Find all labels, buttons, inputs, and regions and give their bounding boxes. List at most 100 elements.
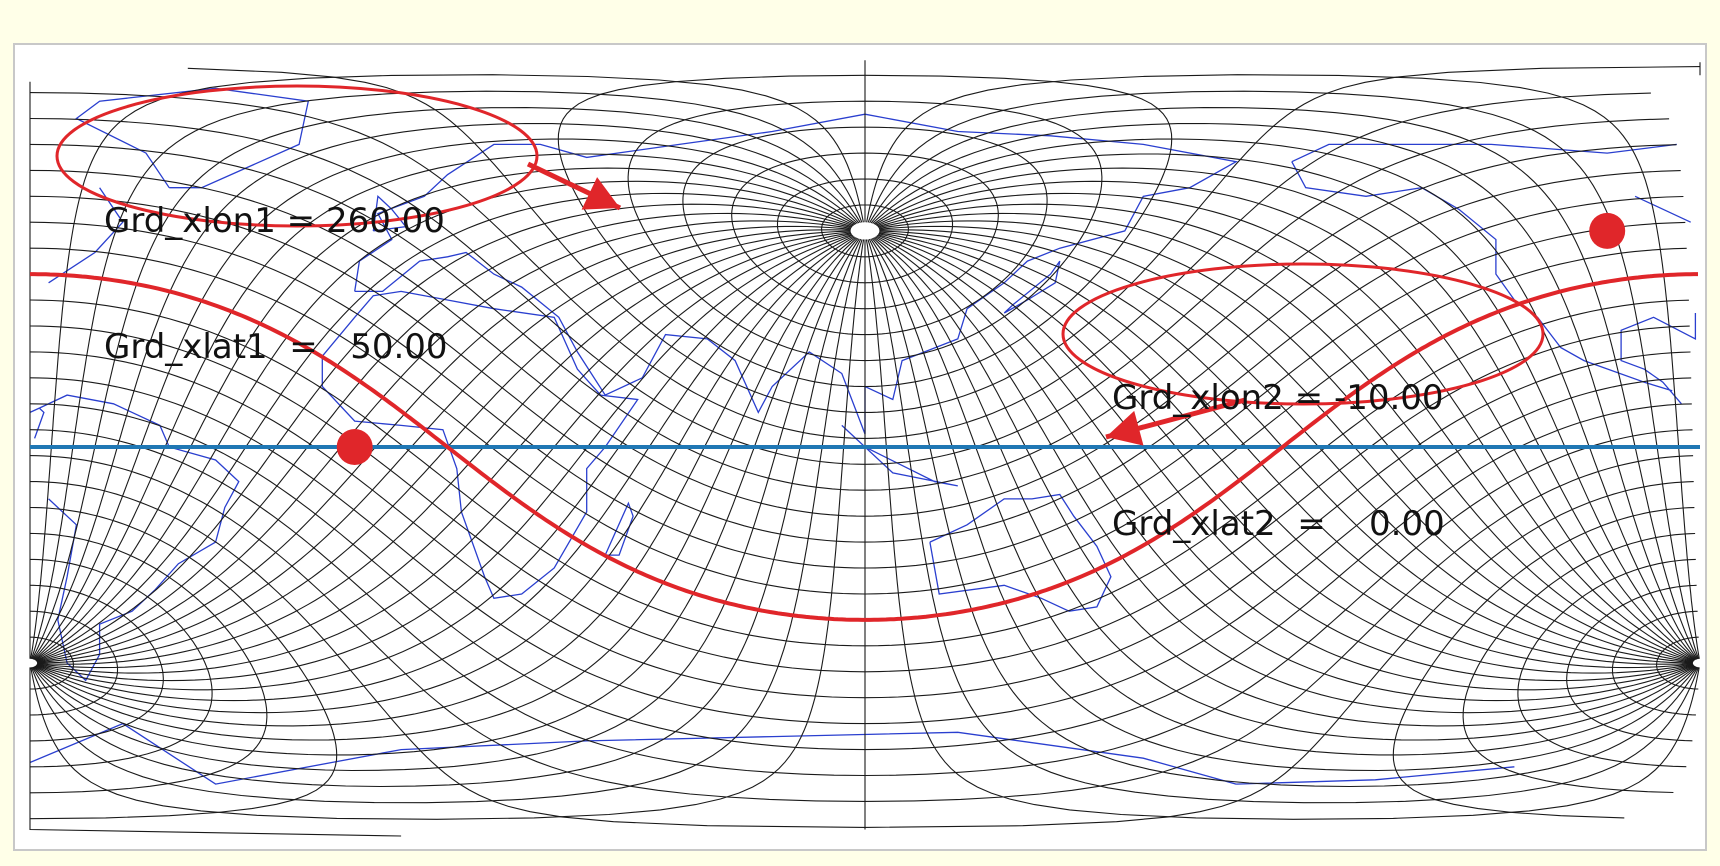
grid-parallel (29, 247, 1687, 595)
callout-2-ellipse (1061, 262, 1545, 406)
grid-meridian (877, 203, 1694, 662)
grid-meridian (867, 239, 1700, 804)
callout-point-1: Grd_xlon1 = 260.00 Grd_xlat1 = 50.00 (104, 116, 448, 452)
point-1-lon-label: Grd_xlon1 = 260.00 (104, 201, 445, 241)
grid-meridian (33, 153, 857, 661)
grid-parallel (776, 178, 954, 284)
grid-meridian (879, 231, 1693, 665)
grid-parallel (29, 169, 1681, 517)
coastline (321, 290, 639, 600)
grid-meridian (872, 237, 1697, 741)
grid-meridian (875, 180, 1695, 661)
coastline (929, 493, 1112, 612)
grid-parallel (29, 532, 1696, 794)
grid-meridian (871, 238, 1697, 756)
grid-meridian (33, 238, 859, 756)
grid-meridian (37, 232, 852, 669)
grid-meridian (36, 233, 852, 674)
grid-meridian (874, 167, 1696, 661)
coastline (75, 87, 310, 189)
grid-meridian (32, 122, 860, 660)
grid-meridian (866, 74, 1700, 659)
grid-meridian (879, 225, 1694, 663)
grid-meridian (30, 90, 863, 660)
callout-1-arrow-head (581, 177, 620, 210)
grid-meridian (879, 229, 1693, 664)
grid-meridian (34, 167, 856, 661)
grid-parallel (682, 126, 1048, 336)
grid-parallel (557, 74, 1173, 388)
grid-meridian (35, 236, 855, 714)
grid-meridian (878, 233, 1694, 674)
grid-meridian (33, 237, 858, 741)
grid-parallel (29, 351, 1691, 699)
grid-meridian (35, 180, 855, 661)
grid-meridian (868, 238, 1699, 788)
grid-meridian (31, 238, 862, 788)
grid-meridian (878, 220, 1694, 663)
great-circle-line (30, 272, 1698, 622)
grid-meridian (36, 225, 851, 663)
great-circle-layer (30, 272, 1698, 622)
grid-parallel (29, 584, 1697, 742)
grid-meridian (32, 238, 860, 772)
grid-parallel (627, 100, 1103, 362)
grid-parallel (29, 610, 1698, 716)
grid-meridian (36, 203, 853, 662)
callout-layer (55, 84, 1626, 465)
grid-parallel (29, 92, 1651, 439)
grid-parallel (731, 152, 999, 310)
grid-meridian (36, 220, 852, 663)
coastline (372, 194, 408, 232)
grid-parallel (29, 117, 1670, 465)
grid-parallel (30, 636, 1699, 690)
grid-meridian (875, 236, 1695, 714)
grid-parallel (29, 299, 1689, 647)
grid-meridian (877, 234, 1694, 682)
grid-meridian (876, 192, 1695, 661)
point-1-lat-label: Grd_xlat1 = 50.00 (104, 327, 448, 367)
callout-point-2: Grd_xlon2 = -10.00 Grd_xlat2 = 0.00 (1112, 293, 1445, 629)
callout-1-ellipse (55, 84, 539, 228)
grid-meridian (878, 212, 1694, 662)
grid-parallel (29, 455, 1694, 802)
point-2-marker (336, 429, 373, 465)
grid-parallel (187, 66, 1701, 413)
grid-meridian (30, 239, 863, 804)
coastline (604, 501, 634, 556)
grid-meridian (31, 107, 861, 660)
grid-meridian (869, 107, 1699, 660)
grid-parallel (821, 204, 909, 258)
grid-parallel (29, 429, 1693, 777)
point-1-marker (1589, 212, 1626, 249)
grid-meridian (876, 234, 1694, 691)
point-2-lon-label: Grd_xlon2 = -10.00 (1112, 378, 1444, 418)
grid-meridian (35, 192, 854, 661)
callout-2-arrow-head (1106, 410, 1144, 446)
coastline (841, 424, 958, 487)
grid-parallel (29, 506, 1695, 820)
grid-parallel (29, 558, 1696, 768)
grid-meridian (35, 235, 854, 702)
grid-meridian (878, 232, 1693, 669)
grid-meridian (37, 231, 851, 665)
point-2-lat-label: Grd_xlat2 = 0.00 (1112, 504, 1445, 544)
grid-parallel (29, 221, 1686, 569)
grid-meridian (876, 235, 1695, 702)
grid-meridian (36, 212, 852, 662)
grid-meridian (33, 138, 858, 660)
coastline (29, 722, 1515, 785)
grid-meridian (36, 234, 854, 691)
grid-meridian (36, 234, 853, 682)
grid-meridian (29, 60, 1701, 659)
grid-parallel (29, 377, 1692, 725)
grid-meridian (29, 239, 866, 837)
grid-meridian (30, 74, 864, 659)
rotated-grid-layer (29, 60, 1701, 837)
grid-meridian (37, 229, 851, 664)
coastline (29, 143, 1697, 413)
grid-meridian (874, 236, 1696, 727)
grid-meridian (870, 238, 1698, 772)
